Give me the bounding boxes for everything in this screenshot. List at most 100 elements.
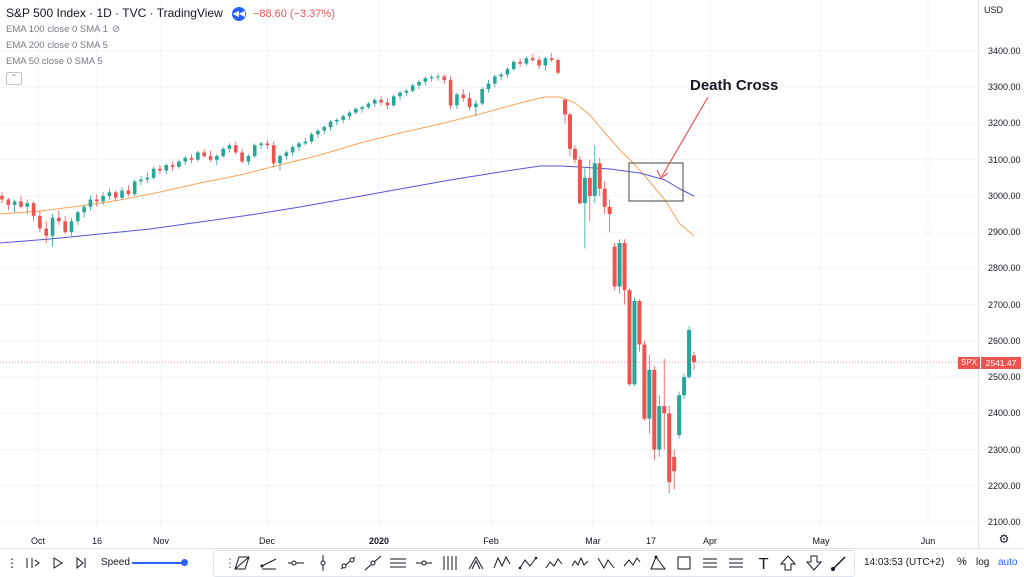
candle[interactable]: [436, 73, 440, 81]
candle[interactable]: [682, 373, 687, 399]
replay-icon[interactable]: ◀◀: [231, 7, 246, 22]
brush-tool-icon[interactable]: [829, 554, 849, 572]
hidden-eye-icon[interactable]: ⊘: [111, 24, 121, 35]
candle[interactable]: [328, 119, 333, 131]
candle[interactable]: [417, 79, 421, 90]
indicator-ema200[interactable]: EMA 200 close 0 SMA 5: [6, 40, 108, 51]
candle[interactable]: [139, 175, 143, 186]
candle[interactable]: [189, 154, 194, 164]
candle[interactable]: [259, 141, 263, 149]
candle[interactable]: [278, 154, 282, 171]
drag-handle-icon[interactable]: ⋮: [6, 556, 18, 570]
candle[interactable]: [69, 217, 74, 236]
death-cross-box[interactable]: [628, 162, 684, 202]
candle[interactable]: [177, 159, 181, 169]
candle[interactable]: [158, 165, 162, 175]
horizontal-line-icon[interactable]: [414, 554, 434, 572]
select-bar-icon[interactable]: [22, 553, 42, 573]
candle[interactable]: [461, 89, 466, 102]
candle[interactable]: [556, 58, 560, 75]
candle[interactable]: [233, 141, 238, 155]
arrow-up-icon[interactable]: [778, 554, 798, 572]
indicator-ema50[interactable]: EMA 50 close 0 SMA 5: [6, 56, 103, 67]
candle[interactable]: [88, 195, 93, 211]
death-cross-arrow[interactable]: [661, 96, 709, 177]
candle[interactable]: [290, 145, 295, 157]
candle[interactable]: [354, 107, 358, 115]
price-chart[interactable]: [0, 0, 978, 548]
candle[interactable]: [563, 98, 567, 124]
candle[interactable]: [240, 148, 244, 164]
candle[interactable]: [271, 141, 276, 167]
abcd-pattern-icon[interactable]: [518, 554, 538, 572]
candle[interactable]: [360, 105, 364, 113]
vertical-line-icon[interactable]: [313, 554, 333, 572]
candle[interactable]: [151, 166, 156, 180]
candle[interactable]: [442, 74, 447, 84]
candle[interactable]: [530, 54, 535, 62]
candle[interactable]: [196, 150, 200, 162]
candle[interactable]: [309, 132, 314, 144]
candle[interactable]: [692, 351, 696, 370]
candle[interactable]: [50, 214, 55, 247]
candle[interactable]: [94, 194, 99, 207]
candle[interactable]: [592, 145, 597, 204]
triangle-pattern-icon[interactable]: [596, 554, 616, 572]
candle[interactable]: [183, 156, 188, 166]
candle[interactable]: [448, 76, 453, 109]
speed-slider-knob[interactable]: [181, 559, 188, 566]
candle[interactable]: [44, 221, 49, 244]
candle[interactable]: [667, 406, 672, 494]
collapse-legend-icon[interactable]: ⌃: [6, 72, 22, 85]
candle[interactable]: [505, 67, 510, 79]
candle[interactable]: [657, 395, 662, 457]
candle[interactable]: [662, 358, 667, 450]
candle[interactable]: [410, 83, 415, 93]
candle[interactable]: [677, 391, 682, 439]
candle[interactable]: [627, 288, 632, 387]
time-readout[interactable]: 14:03:53 (UTC+2): [864, 557, 945, 568]
candle[interactable]: [284, 150, 289, 160]
candle[interactable]: [398, 90, 402, 100]
log-scale-toggle[interactable]: log: [976, 557, 990, 568]
candle[interactable]: [647, 355, 652, 434]
candle[interactable]: [31, 201, 36, 222]
indicator-ema100[interactable]: EMA 100 close 0 SMA 1: [6, 24, 108, 35]
parallel-channel-icon[interactable]: [388, 554, 408, 572]
candle[interactable]: [38, 210, 42, 233]
candle[interactable]: [6, 197, 11, 211]
candle[interactable]: [549, 52, 554, 62]
candle[interactable]: [76, 210, 80, 225]
candle[interactable]: [132, 179, 137, 196]
candle[interactable]: [208, 150, 213, 162]
candle[interactable]: [652, 366, 657, 461]
candle[interactable]: [246, 154, 251, 166]
chart-area[interactable]: S&P 500 Index · 1D · TVC · TradingView ◀…: [0, 0, 978, 548]
text-tool-icon[interactable]: T: [754, 554, 774, 573]
percent-scale-toggle[interactable]: %: [957, 556, 967, 568]
candle[interactable]: [511, 60, 516, 71]
candle[interactable]: [322, 125, 327, 135]
trend-line-box-icon[interactable]: [232, 554, 252, 572]
candle[interactable]: [687, 326, 692, 379]
speed-slider[interactable]: [132, 562, 186, 564]
candle[interactable]: [379, 96, 383, 106]
symbol-title[interactable]: S&P 500 Index · 1D · TVC · TradingView: [6, 6, 223, 20]
candle[interactable]: [537, 56, 541, 70]
death-cross-label[interactable]: Death Cross: [690, 77, 779, 94]
candle[interactable]: [107, 188, 112, 200]
candle[interactable]: [113, 190, 118, 202]
candle[interactable]: [622, 239, 627, 305]
candle[interactable]: [391, 94, 396, 108]
candle[interactable]: [227, 143, 232, 153]
ema200-line[interactable]: [0, 165, 695, 244]
candle[interactable]: [567, 112, 572, 157]
pitchfork-icon[interactable]: [466, 554, 486, 572]
candle[interactable]: [429, 74, 434, 82]
fib-retracement-icon[interactable]: [440, 554, 460, 572]
extended-line-icon[interactable]: [363, 554, 383, 572]
candle[interactable]: [297, 141, 301, 151]
candle[interactable]: [587, 159, 592, 222]
candle[interactable]: [366, 101, 371, 109]
candle[interactable]: [602, 181, 607, 215]
